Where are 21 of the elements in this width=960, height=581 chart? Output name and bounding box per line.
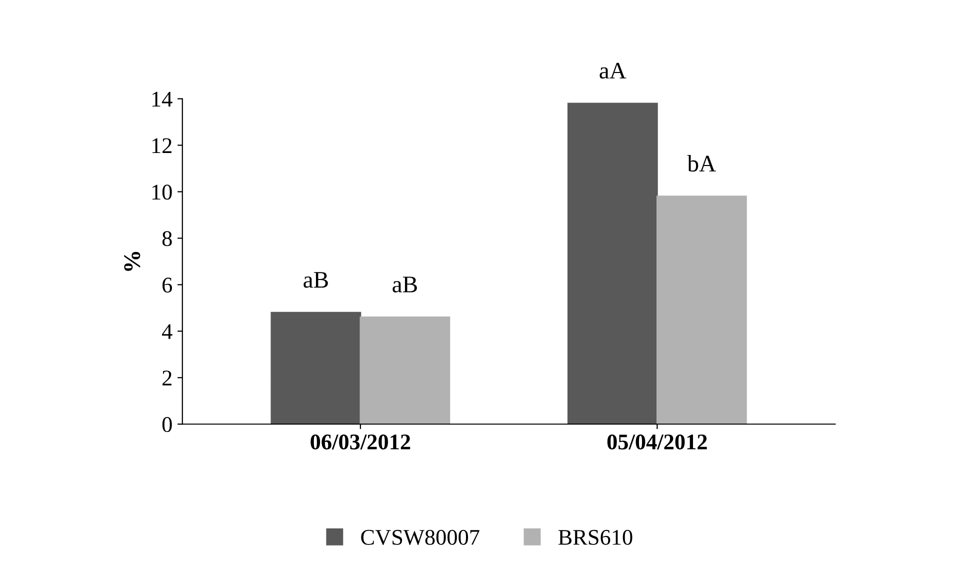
bar [567, 102, 658, 424]
annotation: aB [392, 276, 417, 292]
legend-label: CVSW80007 [361, 530, 480, 545]
y-tick-label: 0 [162, 417, 172, 432]
bar [270, 312, 362, 424]
annotation: bA [687, 154, 716, 172]
y-tick-label: 14 [152, 92, 172, 106]
annotation: aB [304, 272, 328, 288]
bar [656, 196, 747, 424]
bar [360, 316, 450, 424]
y-axis-title: % [124, 252, 140, 271]
y-tick-label: 2 [162, 370, 172, 386]
annotation: aA [600, 62, 626, 79]
y-tick-label: 10 [152, 184, 172, 200]
x-tick-label: 06/03/2012 [310, 434, 410, 450]
y-tick-label: 4 [162, 324, 172, 339]
y-tick-label: 6 [162, 278, 172, 293]
y-tick-label: 12 [152, 138, 172, 153]
legend-label: BRS610 [558, 530, 632, 545]
y-tick-label: 8 [162, 231, 172, 246]
x-tick-label: 05/04/2012 [607, 434, 707, 450]
